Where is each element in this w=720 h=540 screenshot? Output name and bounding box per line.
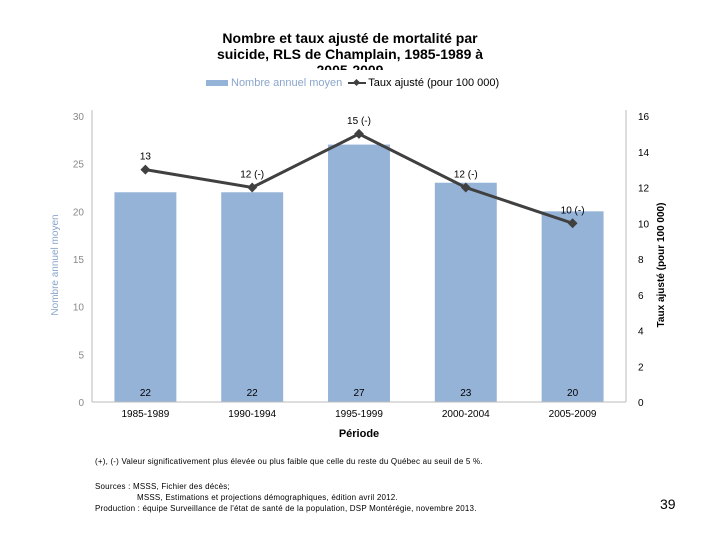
x-tick-label: 2005-2009 — [549, 409, 597, 420]
bar-value-label: 22 — [140, 388, 152, 399]
bar-1995-1999 — [328, 144, 390, 402]
legend-bar-swatch — [206, 80, 228, 86]
legend-bar-label: Nombre annuel moyen — [231, 77, 343, 89]
sources-line-1: Sources : MSSS, Fichier des décès; — [95, 482, 230, 491]
rate-value-label: 13 — [140, 152, 152, 163]
production-note: Production : équipe Surveillance de l'ét… — [95, 504, 477, 513]
right-axis-tick-label: 2 — [638, 362, 644, 373]
chart-title: Nombre et taux ajusté de mortalité par s… — [216, 30, 484, 70]
right-axis-tick-label: 16 — [638, 112, 650, 123]
legend-line-swatch — [348, 78, 367, 88]
rate-point-1990-1994 — [247, 182, 258, 193]
right-axis-tick-label: 6 — [638, 291, 644, 302]
bar-2005-2009 — [541, 211, 604, 402]
bar-value-label: 27 — [353, 388, 365, 399]
rate-point-1995-1999 — [354, 128, 364, 139]
rate-value-label: 12 (-) — [240, 170, 264, 181]
right-axis-title: Taux ajusté (pour 100 000) — [656, 203, 667, 328]
rate-point-2000-2004 — [460, 182, 471, 193]
left-axis-tick-label: 5 — [78, 350, 84, 361]
significance-note: (+), (-) Valeur significativement plus é… — [95, 457, 483, 466]
left-axis-title: Nombre annuel moyen — [50, 214, 61, 315]
right-axis-tick-label: 12 — [638, 184, 650, 195]
rate-value-label: 10 (-) — [561, 205, 585, 216]
left-axis-tick-label: 15 — [73, 255, 85, 266]
left-axis-tick-label: 10 — [73, 303, 85, 314]
page-number: 39 — [660, 496, 676, 512]
x-axis-title: Période — [339, 428, 379, 440]
left-axis-tick-label: 30 — [73, 112, 85, 123]
right-axis-tick-label: 14 — [638, 148, 650, 159]
chart-legend: Nombre annuel moyen Taux ajusté (pour 10… — [206, 76, 499, 90]
x-tick-label: 1995-1999 — [335, 409, 383, 420]
bar-value-label: 22 — [247, 388, 259, 399]
x-tick-label: 1990-1994 — [228, 409, 276, 420]
bar-1990-1994 — [221, 192, 284, 402]
bar-value-label: 20 — [567, 388, 579, 399]
bar-1985-1989 — [114, 192, 177, 402]
rate-value-label: 15 (-) — [347, 116, 371, 127]
right-axis-tick-label: 4 — [638, 327, 644, 338]
left-axis-tick-label: 25 — [73, 160, 85, 171]
chart-notes: (+), (-) Valeur significativement plus é… — [95, 456, 483, 514]
x-tick-label: 2000-2004 — [442, 409, 490, 420]
rate-value-label: 12 (-) — [454, 170, 478, 181]
bar-2000-2004 — [434, 182, 497, 402]
rate-point-1985-1989 — [140, 164, 151, 175]
left-axis-tick-label: 0 — [78, 398, 84, 409]
right-axis-tick-label: 10 — [638, 219, 650, 230]
sources-line-2: MSSS, Estimations et projections démogra… — [137, 493, 398, 502]
bar-value-label: 23 — [460, 388, 472, 399]
right-axis-tick-label: 8 — [638, 255, 644, 266]
legend-line-label: Taux ajusté (pour 100 000) — [368, 77, 500, 89]
left-axis-tick-label: 20 — [73, 207, 85, 218]
x-tick-label: 1985-1989 — [121, 409, 169, 420]
rate-point-2005-2009 — [567, 218, 578, 229]
right-axis-tick-label: 0 — [638, 398, 644, 409]
